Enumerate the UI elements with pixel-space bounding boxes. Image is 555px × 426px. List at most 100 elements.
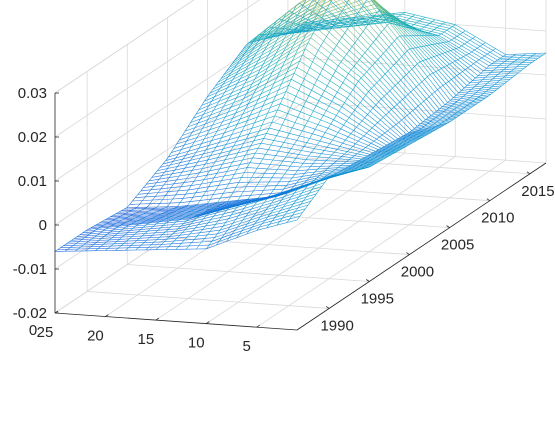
surface-line-y <box>297 204 309 209</box>
grid-line-y-floor <box>247 183 490 202</box>
surface-line-y <box>223 102 234 107</box>
surface-line-y <box>412 133 423 138</box>
surface-line-y <box>350 162 361 166</box>
surface-line-y <box>227 124 238 129</box>
surface-line-y <box>162 198 173 200</box>
surface-line-y <box>207 233 218 236</box>
surface-line-y <box>291 176 303 179</box>
surface-line-y <box>267 27 279 36</box>
surface-line-y <box>113 223 125 225</box>
surface-line-y <box>286 29 297 34</box>
surface-line-y <box>283 142 295 145</box>
surface-line-y <box>275 28 286 35</box>
surface-line-y <box>368 23 379 25</box>
surface-line-y <box>360 0 365 4</box>
surface-line-y <box>271 83 282 90</box>
grid-line-z-left-wall <box>54 0 260 138</box>
surface-line-y <box>146 211 157 213</box>
surface-line-y <box>179 174 190 177</box>
surface-line-y <box>328 31 340 42</box>
surface-line-y <box>462 71 473 81</box>
surface-line-y <box>289 216 300 220</box>
surface-line-y <box>262 101 274 107</box>
surface-line-y <box>258 26 269 36</box>
surface-line-y <box>202 166 213 169</box>
surface-line-y <box>361 156 372 160</box>
surface-line-y <box>340 0 347 6</box>
surface-line-y <box>443 66 455 78</box>
surface-line-y <box>348 19 360 22</box>
surface-line-y <box>338 65 349 74</box>
surface-line-y <box>249 111 261 116</box>
surface-line-y <box>168 209 180 211</box>
surface-line-y <box>231 177 242 180</box>
surface-line-y <box>232 74 244 80</box>
surface-line-y <box>369 155 380 159</box>
surface-line-y <box>425 129 436 133</box>
surface-line-y <box>116 240 127 242</box>
surface-line-y <box>490 71 501 73</box>
surface-line-y <box>131 222 142 225</box>
surface-line-y <box>200 211 211 215</box>
surface-line-y <box>230 66 242 73</box>
surface-line-y <box>387 147 398 152</box>
surface-line-y <box>371 153 383 157</box>
surface-line-y <box>400 25 412 37</box>
surface-line-y <box>230 147 241 151</box>
surface-line-y <box>390 128 401 138</box>
surface-line-y <box>446 107 457 110</box>
surface-line-y <box>178 211 189 214</box>
surface-line-y <box>225 204 236 208</box>
surface-line-y <box>136 239 147 241</box>
surface-line-y <box>317 28 328 31</box>
surface-line-y <box>233 143 244 147</box>
surface-line-y <box>206 212 217 216</box>
surface-line-y <box>191 143 202 147</box>
surface-line-y <box>316 79 328 87</box>
surface-line-y <box>384 28 395 42</box>
y-tick-label: 2015 <box>521 183 554 200</box>
surface-line-y <box>369 130 380 138</box>
surface-line-y <box>242 157 253 161</box>
surface-line-y <box>467 97 478 100</box>
surface-line-y <box>389 90 400 103</box>
surface-line-y <box>149 178 160 182</box>
surface-line-y <box>280 29 292 34</box>
surface-line-y <box>397 145 408 149</box>
surface-line-y <box>298 193 310 197</box>
surface-line-y <box>356 159 367 163</box>
surface-line-y <box>454 101 466 104</box>
surface-line-y <box>362 31 374 43</box>
surface-line-y <box>211 180 222 183</box>
surface-line-y <box>148 192 159 194</box>
surface-line-y <box>307 42 319 51</box>
surface-line-y <box>399 101 411 114</box>
surface-line-y <box>168 190 179 192</box>
surface-line-y <box>247 220 258 224</box>
surface-line-y <box>132 235 143 237</box>
surface-line-y <box>337 132 349 138</box>
surface-line-y <box>129 219 140 221</box>
surface-line-y <box>368 23 380 36</box>
surface-line-y <box>200 199 211 201</box>
surface-line-y <box>379 79 390 92</box>
surface-line-y <box>202 210 214 213</box>
surface-line-y <box>74 237 85 239</box>
surface-line-y <box>236 93 247 99</box>
surface-line-y <box>506 66 517 68</box>
surface-line-y <box>317 124 329 129</box>
surface-line-y <box>449 28 460 35</box>
surface-line-y <box>324 90 335 97</box>
surface-line-y <box>160 212 171 215</box>
surface-line-y <box>278 41 289 49</box>
surface-line-y <box>192 195 204 198</box>
surface-line-y <box>210 110 221 116</box>
surface-line-y <box>128 223 139 226</box>
surface-line-y <box>141 221 152 224</box>
surface-line-y <box>272 28 283 35</box>
surface-line-y <box>295 208 306 212</box>
surface-line-y <box>231 211 242 216</box>
surface-line-y <box>231 203 242 206</box>
surface-line-y <box>148 221 159 224</box>
surface-line-y <box>421 125 432 129</box>
